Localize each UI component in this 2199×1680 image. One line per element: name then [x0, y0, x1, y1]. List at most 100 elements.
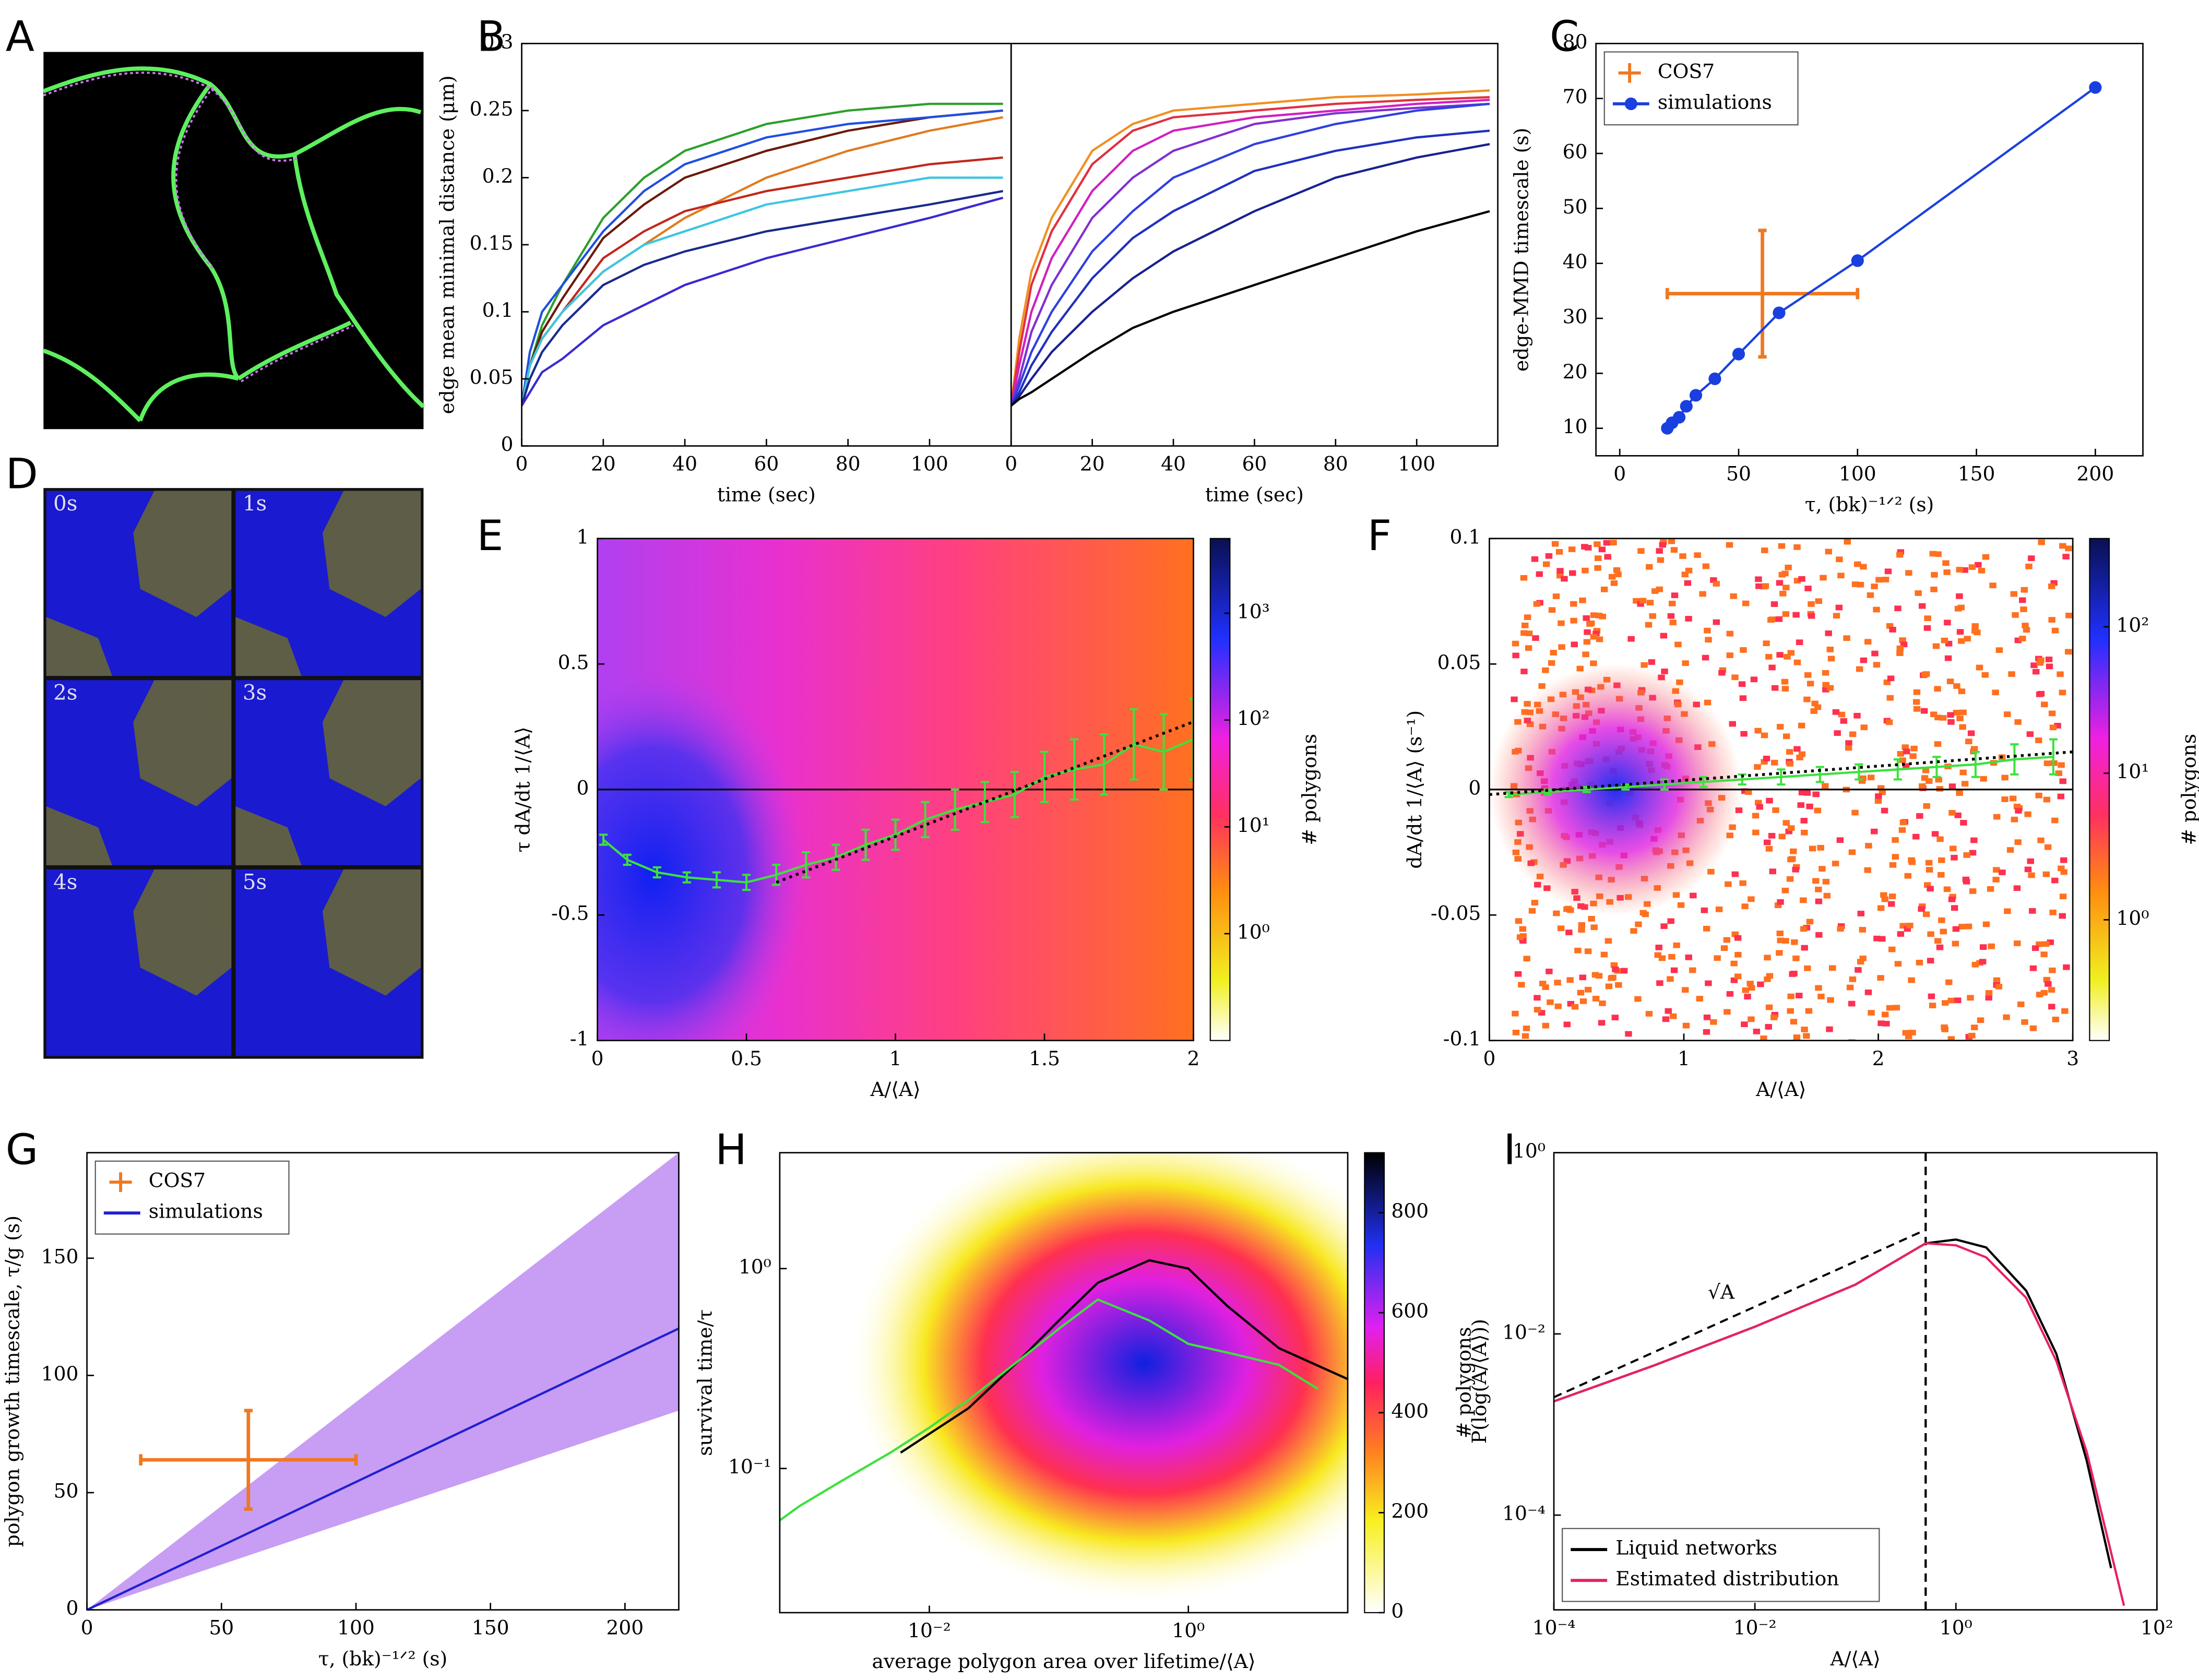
- heatmap-bg: [1556, 568, 1564, 574]
- heatmap-bg: [1752, 829, 1760, 836]
- heatmap-bg: [1726, 991, 1734, 997]
- heatmap-bg: [1550, 650, 1557, 656]
- heatmap-bg: [1571, 641, 1578, 648]
- heatmap-bg: [1995, 647, 2003, 653]
- heatmap-bg: [1740, 731, 1748, 737]
- colorbar-label: # polygons: [1298, 734, 1321, 845]
- heatmap-bg: [1835, 604, 1843, 611]
- heatmap-bg: [1689, 967, 1696, 973]
- heatmap-bg: [1838, 711, 1846, 718]
- heatmap-bg: [1793, 659, 1801, 665]
- y-tick-label: 0.25: [470, 97, 514, 120]
- heatmap-bg: [1585, 545, 1592, 551]
- error-bar: [980, 781, 989, 824]
- heatmap-bg: [1667, 976, 1674, 982]
- series-line: [1011, 102, 1490, 407]
- heatmap-bg: [2008, 671, 2015, 677]
- x-tick-label: 0: [516, 452, 528, 475]
- series-line: [521, 116, 1003, 406]
- heatmap-bg: [2028, 555, 2035, 562]
- heatmap-bg: [1768, 832, 1776, 839]
- heatmap-bg: [1964, 636, 1971, 642]
- heatmap-bg: [2057, 671, 2064, 677]
- heatmap-bg: [1772, 807, 1779, 813]
- heatmap-bg: [1804, 965, 1811, 971]
- heatmap-bg: [1670, 967, 1678, 973]
- heatmap-bg: [1784, 653, 1791, 660]
- y-tick-label: 50: [1563, 195, 1588, 218]
- heatmap-bg: [1803, 1033, 1810, 1039]
- heatmap-bg: [2048, 987, 2055, 993]
- heatmap-bg: [2040, 951, 2048, 958]
- heatmap-bg: [1786, 876, 1794, 882]
- heatmap-bg: [1800, 818, 1808, 824]
- heatmap-bg: [1578, 927, 1585, 933]
- heatmap-bg: [1854, 561, 1861, 567]
- heatmap-bg: [1525, 630, 1533, 637]
- colorbar-tick-label: 800: [1391, 1199, 1429, 1222]
- heatmap-bg: [1554, 1003, 1562, 1009]
- error-bar: [1855, 763, 1863, 781]
- heatmap-bg: [1639, 598, 1647, 604]
- heatmap-bg: [1969, 850, 1977, 856]
- heatmap-bg: [1825, 630, 1832, 636]
- heatmap-bg: [1954, 997, 1962, 1004]
- heatmap-bg: [1989, 582, 1996, 589]
- heatmap-bg: [2059, 913, 2066, 919]
- heatmap-bg: [1702, 563, 1710, 569]
- heatmap-bg: [1713, 581, 1720, 587]
- heatmap-bg: [1776, 724, 1784, 730]
- heatmap-bg: [2057, 793, 2065, 800]
- heatmap-bg: [1897, 931, 1905, 937]
- heatmap-bg: [1887, 675, 1895, 682]
- heatmap-bg: [1961, 567, 1968, 573]
- axes-frame: [1553, 1152, 2158, 1611]
- heatmap-bg: [1655, 945, 1662, 950]
- heatmap-bg: [1969, 888, 1977, 894]
- heatmap-bg: [2036, 660, 2044, 666]
- heatmap-bg: [1582, 651, 1589, 658]
- heatmap-bg: [1947, 997, 1955, 1004]
- heatmap-bg: [1822, 686, 1829, 693]
- heatmap-bg: [1542, 667, 1549, 673]
- heatmap-bg: [1569, 570, 1576, 576]
- series-line: [1554, 1238, 2112, 1569]
- heatmap-bg: [1595, 973, 1603, 979]
- heatmap-bg: [2048, 710, 2056, 717]
- error-bar: [861, 828, 870, 861]
- heatmap-bg: [1511, 696, 1518, 702]
- heatmap-bg: [1848, 849, 1856, 855]
- heatmap-bg: [1595, 555, 1602, 561]
- x-tick-label: 10⁰: [1172, 1619, 1205, 1642]
- error-bar: [1932, 756, 1941, 778]
- heatmap-bg: [1581, 544, 1588, 550]
- heatmap-bg: [1788, 825, 1795, 831]
- panel-label: H: [715, 1126, 747, 1175]
- heatmap-bg: [2014, 839, 2022, 845]
- heatmap-bg: [1548, 607, 1556, 613]
- heatmap-bg: [1796, 993, 1803, 998]
- heatmap-bg: [2055, 770, 2063, 776]
- y-tick-label: 0: [66, 1596, 79, 1619]
- heatmap-bg: [1702, 654, 1709, 661]
- time-label: 4s: [53, 869, 77, 894]
- heatmap-bg: [1610, 962, 1618, 968]
- heatmap-bg: [1883, 679, 1891, 685]
- y-axis-label: P(log(A/⟨A⟩)): [1468, 1319, 1491, 1444]
- error-bar: [2010, 743, 2019, 776]
- y-tick-label: 10⁰: [739, 1255, 771, 1278]
- heatmap-bg: [1682, 987, 1689, 993]
- heatmap-bg: [2044, 844, 2052, 850]
- axes-frame: [779, 1152, 1349, 1614]
- heatmap-bg: [1877, 1020, 1885, 1027]
- colorbar-tick-label: 10¹: [2116, 760, 2149, 783]
- heatmap-bg: [1730, 960, 1738, 967]
- x-tick-label: 80: [836, 452, 861, 475]
- heatmap-bg: [1533, 601, 1541, 607]
- heatmap-bg: [1977, 1017, 1984, 1023]
- heatmap-bg: [1936, 836, 1944, 842]
- heatmap-bg: [1673, 942, 1680, 948]
- error-bar: [682, 871, 691, 884]
- plot-area: [1661, 81, 2102, 435]
- heatmap-bg: [2024, 811, 2031, 817]
